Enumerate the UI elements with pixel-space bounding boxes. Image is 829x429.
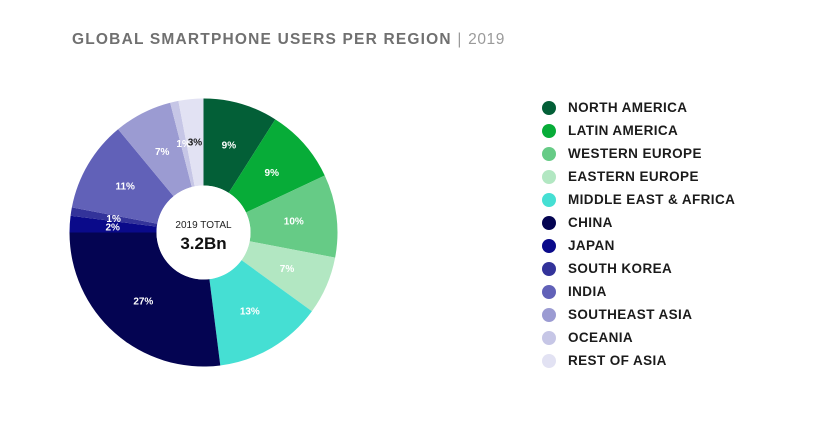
legend-item-north-america: NORTH AMERICA bbox=[542, 96, 735, 119]
legend-swatch bbox=[542, 307, 556, 322]
slice-label-latin-america: 9% bbox=[265, 168, 280, 179]
legend-swatch bbox=[542, 192, 556, 207]
chart-title-year: 2019 bbox=[468, 31, 505, 48]
legend-item-western-europe: WESTERN EUROPE bbox=[542, 142, 735, 165]
donut-slice-oceania bbox=[170, 100, 195, 187]
slice-label-south-korea: 1% bbox=[106, 214, 121, 225]
legend-item-japan: JAPAN bbox=[542, 234, 735, 257]
legend-swatch bbox=[542, 215, 556, 230]
slice-label-southeast-asia: 7% bbox=[155, 147, 170, 158]
legend-swatch bbox=[542, 100, 556, 115]
legend-item-india: INDIA bbox=[542, 280, 735, 303]
slice-label-eastern-europe: 7% bbox=[280, 264, 295, 275]
legend-label: SOUTH KOREA bbox=[568, 261, 673, 276]
donut-slice-western-europe bbox=[246, 175, 338, 258]
legend-item-eastern-europe: EASTERN EUROPE bbox=[542, 165, 735, 188]
legend-label: NORTH AMERICA bbox=[568, 100, 688, 115]
donut-slice-rest-of-asia bbox=[178, 98, 204, 187]
donut-slice-eastern-europe bbox=[241, 241, 336, 312]
donut-slice-north-america bbox=[203, 98, 276, 193]
chart-title-main: GLOBAL SMARTPHONE USERS PER REGION bbox=[72, 31, 452, 48]
donut-slice-southeast-asia bbox=[118, 102, 192, 197]
donut-slice-middle-east-africa bbox=[209, 260, 312, 366]
slice-label-japan: 2% bbox=[105, 222, 120, 233]
legend-label: WESTERN EUROPE bbox=[568, 146, 702, 161]
chart-title: GLOBAL SMARTPHONE USERS PER REGION | 201… bbox=[72, 31, 505, 49]
slice-label-china: 27% bbox=[133, 296, 153, 307]
legend-item-china: CHINA bbox=[542, 211, 735, 234]
donut-slice-japan bbox=[69, 215, 157, 233]
legend-item-latin-america: LATIN AMERICA bbox=[542, 119, 735, 142]
legend-swatch bbox=[542, 123, 556, 138]
legend-swatch bbox=[542, 330, 556, 345]
center-total-value: 3.2Bn bbox=[180, 234, 226, 253]
legend-swatch bbox=[542, 238, 556, 253]
slice-label-oceania: 1% bbox=[176, 139, 191, 150]
legend-label: SOUTHEAST ASIA bbox=[568, 307, 693, 322]
slice-label-middle-east-africa: 13% bbox=[240, 306, 260, 317]
legend-item-middle-east-africa: MIDDLE EAST & AFRICA bbox=[542, 188, 735, 211]
legend-label: OCEANIA bbox=[568, 330, 634, 345]
donut-slice-latin-america bbox=[228, 119, 325, 213]
legend-swatch bbox=[542, 353, 556, 368]
legend-swatch bbox=[542, 169, 556, 184]
slice-label-western-europe: 10% bbox=[284, 217, 304, 228]
slice-label-rest-of-asia: 3% bbox=[188, 137, 203, 148]
slice-labels: 9%9%10%7%13%27%2%1%11%7%1%3% bbox=[105, 137, 303, 317]
legend-label: INDIA bbox=[568, 284, 607, 299]
donut-slice-south-korea bbox=[70, 207, 158, 227]
legend-label: REST OF ASIA bbox=[568, 353, 667, 368]
donut-slices bbox=[69, 98, 338, 367]
chart-legend: NORTH AMERICA LATIN AMERICA WESTERN EUROPE… bbox=[542, 96, 735, 372]
donut-center-hole bbox=[156, 185, 251, 280]
legend-item-oceania: OCEANIA bbox=[542, 326, 735, 349]
chart-title-separator: | bbox=[457, 31, 463, 48]
legend-label: JAPAN bbox=[568, 238, 615, 253]
legend-item-rest-of-asia: REST OF ASIA bbox=[542, 349, 735, 372]
legend-swatch bbox=[542, 146, 556, 161]
legend-label: LATIN AMERICA bbox=[568, 123, 679, 138]
legend-swatch bbox=[542, 284, 556, 299]
slice-label-north-america: 9% bbox=[222, 141, 237, 152]
slice-label-india: 11% bbox=[115, 182, 135, 193]
legend-item-south-korea: SOUTH KOREA bbox=[542, 257, 735, 280]
legend-label: EASTERN EUROPE bbox=[568, 169, 699, 184]
donut-slice-india bbox=[71, 129, 174, 224]
legend-label: CHINA bbox=[568, 215, 613, 230]
donut-slice-china bbox=[69, 232, 221, 367]
legend-item-southeast-asia: SOUTHEAST ASIA bbox=[542, 303, 735, 326]
donut-chart: 2019 TOTAL 3.2Bn 9%9%10%7%13%27%2%1%11%7… bbox=[69, 98, 338, 367]
legend-label: MIDDLE EAST & AFRICA bbox=[568, 192, 736, 207]
center-total-label: 2019 TOTAL bbox=[175, 220, 232, 231]
legend-swatch bbox=[542, 261, 556, 276]
